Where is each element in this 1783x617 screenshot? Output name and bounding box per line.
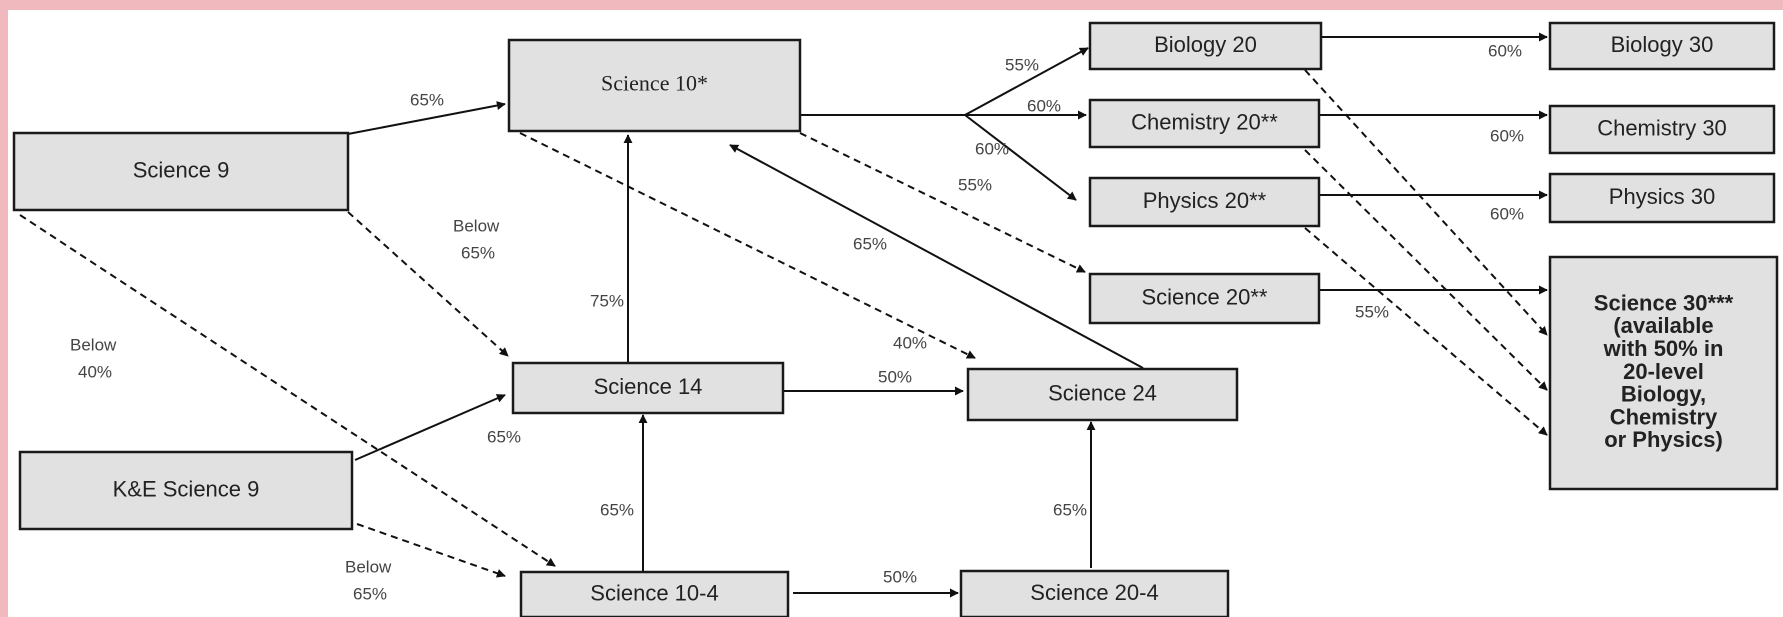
node-label: or Physics) <box>1604 427 1723 452</box>
node-label: Science 20** <box>1142 284 1268 309</box>
node-box <box>1088 176 1321 228</box>
edge-label: 65% <box>410 90 444 109</box>
node-box <box>959 569 1230 617</box>
edge <box>799 132 1086 273</box>
edge <box>356 523 506 578</box>
node-box <box>1548 255 1779 491</box>
node-box <box>1548 21 1776 71</box>
node-label: Science 20-4 <box>1030 580 1158 605</box>
edge-label: 65% <box>1053 500 1087 519</box>
edge <box>964 114 1077 201</box>
node-box <box>12 131 350 212</box>
edge <box>964 47 1089 116</box>
node-label: Chemistry 30 <box>1597 115 1727 140</box>
node-box <box>18 450 354 531</box>
frame-top <box>0 0 1783 10</box>
node-label: (available <box>1613 313 1713 338</box>
edge-label: Below <box>345 557 392 576</box>
edge-label: 55% <box>1005 55 1039 74</box>
node-box <box>1548 104 1776 155</box>
edge <box>1304 69 1548 336</box>
node-label: Science 10* <box>601 71 708 96</box>
node-box <box>1088 98 1321 149</box>
edge-label: 65% <box>461 243 495 262</box>
edge-label: 65% <box>600 500 634 519</box>
node-label: with 50% in <box>1603 336 1724 361</box>
edge <box>1304 227 1548 436</box>
edge-label: 55% <box>1355 302 1389 321</box>
node-label: Science 24 <box>1048 380 1157 405</box>
edge <box>354 394 506 461</box>
edge-label: 60% <box>1490 126 1524 145</box>
node-box <box>966 367 1239 422</box>
node-box <box>1548 172 1776 224</box>
edge <box>347 101 506 135</box>
edge-label: Below <box>453 216 500 235</box>
node-label: Science 9 <box>133 157 230 182</box>
edge <box>19 214 556 567</box>
edges: 65% Below 65% Below 40% 65% Below 65% 65% 75% 40% 6… <box>19 32 1548 603</box>
node-label: Chemistry <box>1610 404 1718 429</box>
edge <box>519 132 976 359</box>
node-box <box>511 361 785 415</box>
node-label: K&E Science 9 <box>113 476 260 501</box>
node-box <box>519 570 790 617</box>
edge-label: 50% <box>878 367 912 386</box>
nodes: Science 10* Science 9 K&E Science 9 Science… <box>12 21 1779 617</box>
edge-label: 40% <box>893 333 927 352</box>
edge-label: 65% <box>487 427 521 446</box>
edge-label: 40% <box>78 362 112 381</box>
frame-left <box>0 0 8 617</box>
edge <box>729 144 1144 369</box>
edge-label: 60% <box>1488 41 1522 60</box>
node-label: Physics 30 <box>1609 184 1715 209</box>
node-label: Science 10-4 <box>590 580 718 605</box>
edge-label: 65% <box>353 584 387 603</box>
edge-label: 60% <box>975 139 1009 158</box>
node-box <box>1088 21 1323 71</box>
edge-label: 50% <box>883 567 917 586</box>
node-label: Physics 20** <box>1143 188 1267 213</box>
edge-label: 55% <box>958 175 992 194</box>
node-label: Science 30*** <box>1594 290 1734 315</box>
node-label: Chemistry 20** <box>1131 109 1278 134</box>
node-box <box>1088 272 1321 325</box>
node-label: Biology 30 <box>1611 32 1714 57</box>
node-label: Biology, <box>1621 382 1706 407</box>
node-box <box>507 38 802 133</box>
edge <box>1304 149 1548 391</box>
node-label: Science 14 <box>594 374 703 399</box>
edge-label: 60% <box>1490 204 1524 223</box>
edge-label: Below <box>70 335 117 354</box>
edge-label: 60% <box>1027 96 1061 115</box>
node-label: 20-level <box>1623 359 1704 384</box>
node-label: Biology 20 <box>1154 32 1257 57</box>
edge-label: 75% <box>590 291 624 310</box>
edge-label: 65% <box>853 234 887 253</box>
